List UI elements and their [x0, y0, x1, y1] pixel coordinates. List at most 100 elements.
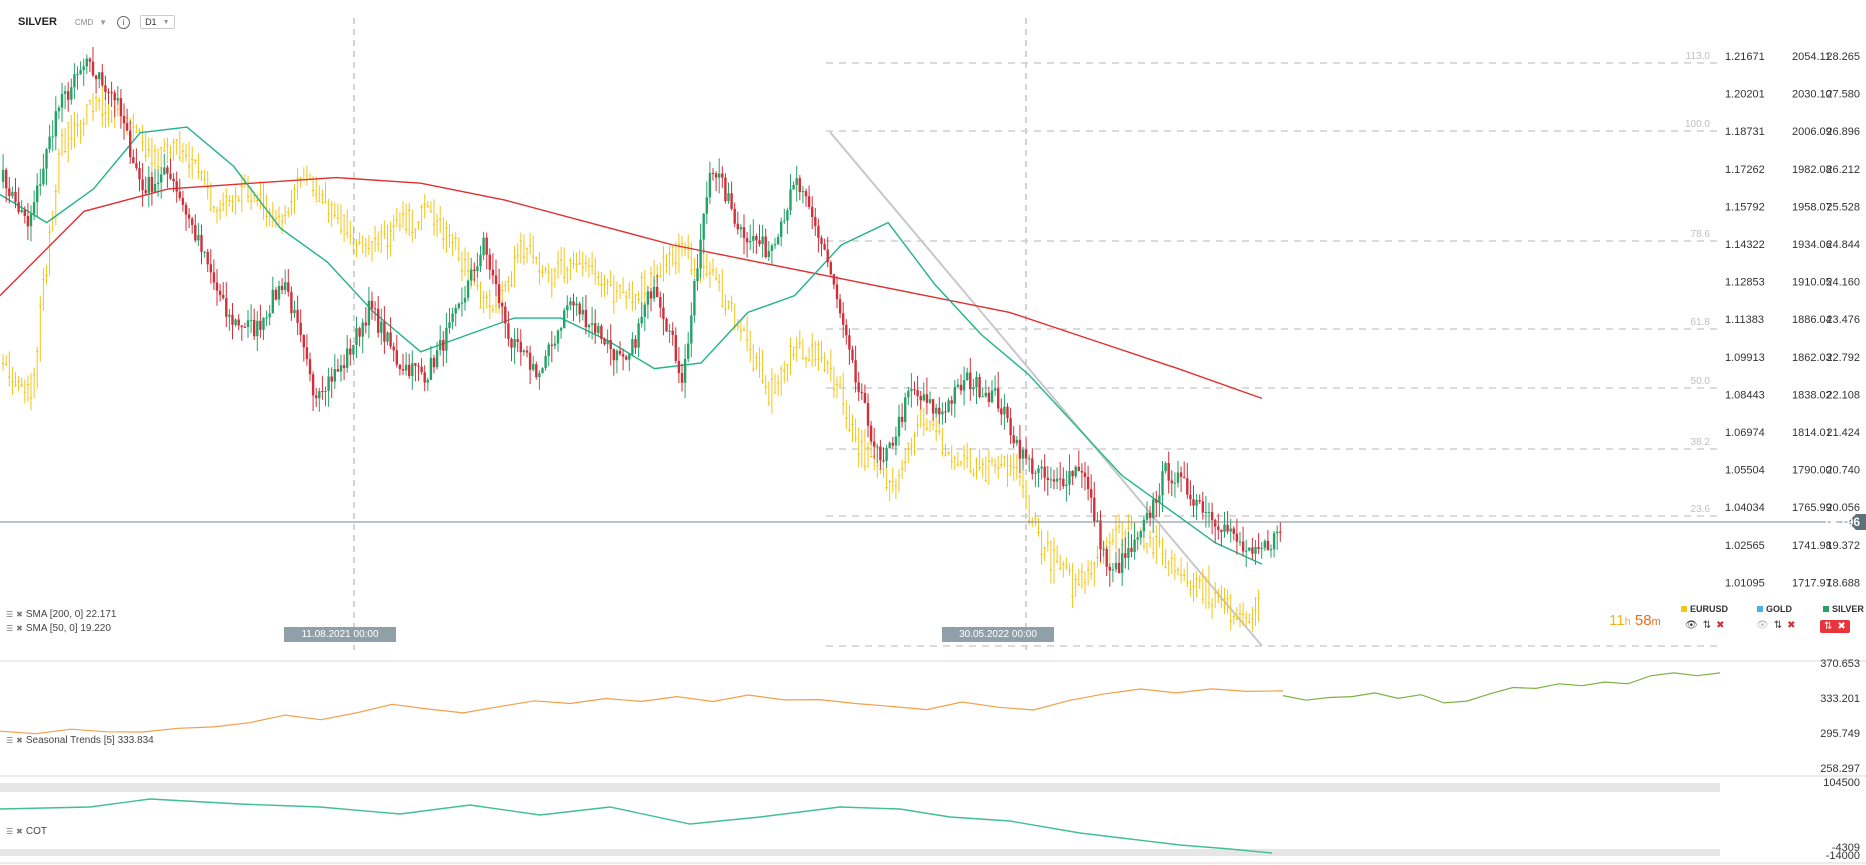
menu-icon[interactable]: ☰: [6, 610, 14, 619]
silver-candle-body: [206, 251, 209, 265]
silver-candle-body: [240, 325, 243, 327]
info-icon[interactable]: i: [117, 15, 131, 29]
silver-candle-body: [1111, 569, 1115, 571]
silver-candle-body: [48, 136, 51, 150]
fib-level-label: 38.2: [1691, 437, 1711, 448]
silver-candle-body: [1189, 494, 1192, 500]
fib-level-label: 23.6: [1691, 504, 1711, 515]
close-icon[interactable]: ✖: [16, 610, 23, 619]
silver-candle-body: [129, 130, 132, 158]
silver-candle-body: [1124, 553, 1127, 558]
silver-candle-body: [807, 196, 811, 207]
legend-gold[interactable]: GOLD: [1757, 604, 1792, 614]
silver-candle-body: [758, 240, 761, 245]
silver-candle-body: [680, 373, 684, 383]
candle-countdown: 11h 58m: [1609, 612, 1661, 629]
timer-hours: 11: [1609, 612, 1625, 629]
silver-candle-body: [1229, 528, 1232, 532]
silver-candle-body: [922, 394, 925, 401]
eurusd-axis-tick: 1.02565: [1725, 540, 1765, 552]
gold-axis-tick: 1910.05: [1792, 277, 1832, 289]
menu-icon[interactable]: ☰: [6, 827, 14, 836]
silver-candle-body: [491, 269, 495, 276]
silver-candle-body: [541, 368, 544, 374]
reorder-icon[interactable]: ⇅: [1702, 620, 1712, 631]
eye-icon[interactable]: 👁: [1756, 620, 1769, 631]
crosshair-date-1: 11.08.2021 00:00: [284, 627, 396, 642]
timeframe-select[interactable]: D1 ▼: [140, 15, 175, 29]
silver-candle-body: [817, 226, 820, 238]
close-icon[interactable]: ✖: [1837, 621, 1846, 632]
symbol-name[interactable]: SILVER: [18, 16, 57, 28]
silver-candle-body: [1192, 499, 1195, 506]
silver-candle-body: [172, 178, 175, 182]
silver-candle-body: [504, 306, 507, 324]
silver-axis-tick: 24.160: [1826, 277, 1860, 289]
silver-candle-body: [1052, 479, 1056, 482]
silver-candle-body: [51, 136, 54, 138]
silver-candle-body: [1276, 531, 1279, 534]
silver-candle-body: [1127, 547, 1130, 558]
silver-candle-body: [150, 176, 154, 192]
silver-candle-body: [907, 391, 910, 398]
gold-axis-tick: 1862.03: [1792, 352, 1832, 364]
panel-scrollbar: [0, 849, 1720, 856]
silver-candle-body: [764, 236, 767, 258]
silver-candle-body: [525, 350, 529, 353]
close-icon[interactable]: ✖: [16, 624, 23, 633]
silver-candle-body: [98, 72, 101, 80]
silver-candle-body: [339, 365, 343, 372]
seasonal-axis-tick: 258.297: [1820, 763, 1860, 775]
silver-candle-body: [457, 303, 460, 308]
silver-candle-body: [770, 245, 774, 251]
menu-icon[interactable]: ☰: [6, 736, 14, 745]
silver-candle-body: [386, 332, 389, 342]
silver-candle-body: [600, 326, 603, 339]
silver-candle-body: [904, 397, 907, 422]
silver-candle-body: [556, 330, 560, 344]
menu-icon[interactable]: ☰: [6, 624, 14, 633]
legend-eurusd[interactable]: EURUSD: [1681, 604, 1728, 614]
silver-candle-body: [39, 184, 42, 186]
silver-candle-body: [637, 323, 640, 348]
silver-candle-body: [742, 227, 746, 239]
silver-candle-body: [265, 317, 268, 319]
reorder-icon[interactable]: ⇅: [1824, 621, 1833, 632]
silver-candle-body: [913, 389, 916, 391]
reorder-icon[interactable]: ⇅: [1773, 620, 1783, 631]
silver-candle-body: [26, 215, 30, 227]
silver-candle-body: [854, 360, 857, 383]
silver-candle-body: [110, 92, 113, 94]
silver-candle-body: [1279, 531, 1282, 533]
cot-label[interactable]: ☰ ✖ COT: [6, 826, 47, 837]
silver-candle-body: [1195, 500, 1198, 506]
silver-axis-tick: 20.056: [1826, 502, 1860, 514]
silver-candle-body: [377, 308, 380, 333]
silver-axis-tick: 26.896: [1826, 126, 1860, 138]
silver-candle-body: [1083, 472, 1087, 477]
silver-candle-body: [953, 386, 956, 404]
silver-axis-tick: 27.580: [1826, 89, 1860, 101]
cot-line: [0, 798, 1273, 854]
silver-candle-body: [559, 328, 563, 331]
eurusd-axis-tick: 1.18731: [1725, 126, 1765, 138]
silver-candle-body: [910, 389, 913, 392]
legend-silver[interactable]: SILVER: [1823, 604, 1864, 614]
silver-candle-body: [305, 347, 309, 360]
silver-axis-tick: 21.424: [1826, 427, 1860, 439]
close-icon[interactable]: ✖: [1787, 620, 1796, 631]
silver-axis-tick: 28.265: [1826, 51, 1860, 63]
sma50-label[interactable]: ☰ ✖ SMA [50, 0] 19.220: [6, 623, 111, 634]
eye-icon[interactable]: 👁: [1685, 620, 1698, 631]
seasonal-label[interactable]: ☰ ✖ Seasonal Trends [5] 333.834: [6, 735, 154, 746]
silver-candle-body: [683, 358, 687, 383]
sma200-label[interactable]: ☰ ✖ SMA [200, 0] 22.171: [6, 609, 117, 620]
close-icon[interactable]: ✖: [16, 827, 23, 836]
close-icon[interactable]: ✖: [1716, 620, 1725, 631]
silver-candle-body: [987, 392, 991, 403]
silver-candle-body: [1096, 520, 1099, 522]
close-icon[interactable]: ✖: [16, 736, 23, 745]
chevron-down-icon[interactable]: ▼: [99, 17, 108, 27]
silver-candle-body: [85, 58, 88, 67]
